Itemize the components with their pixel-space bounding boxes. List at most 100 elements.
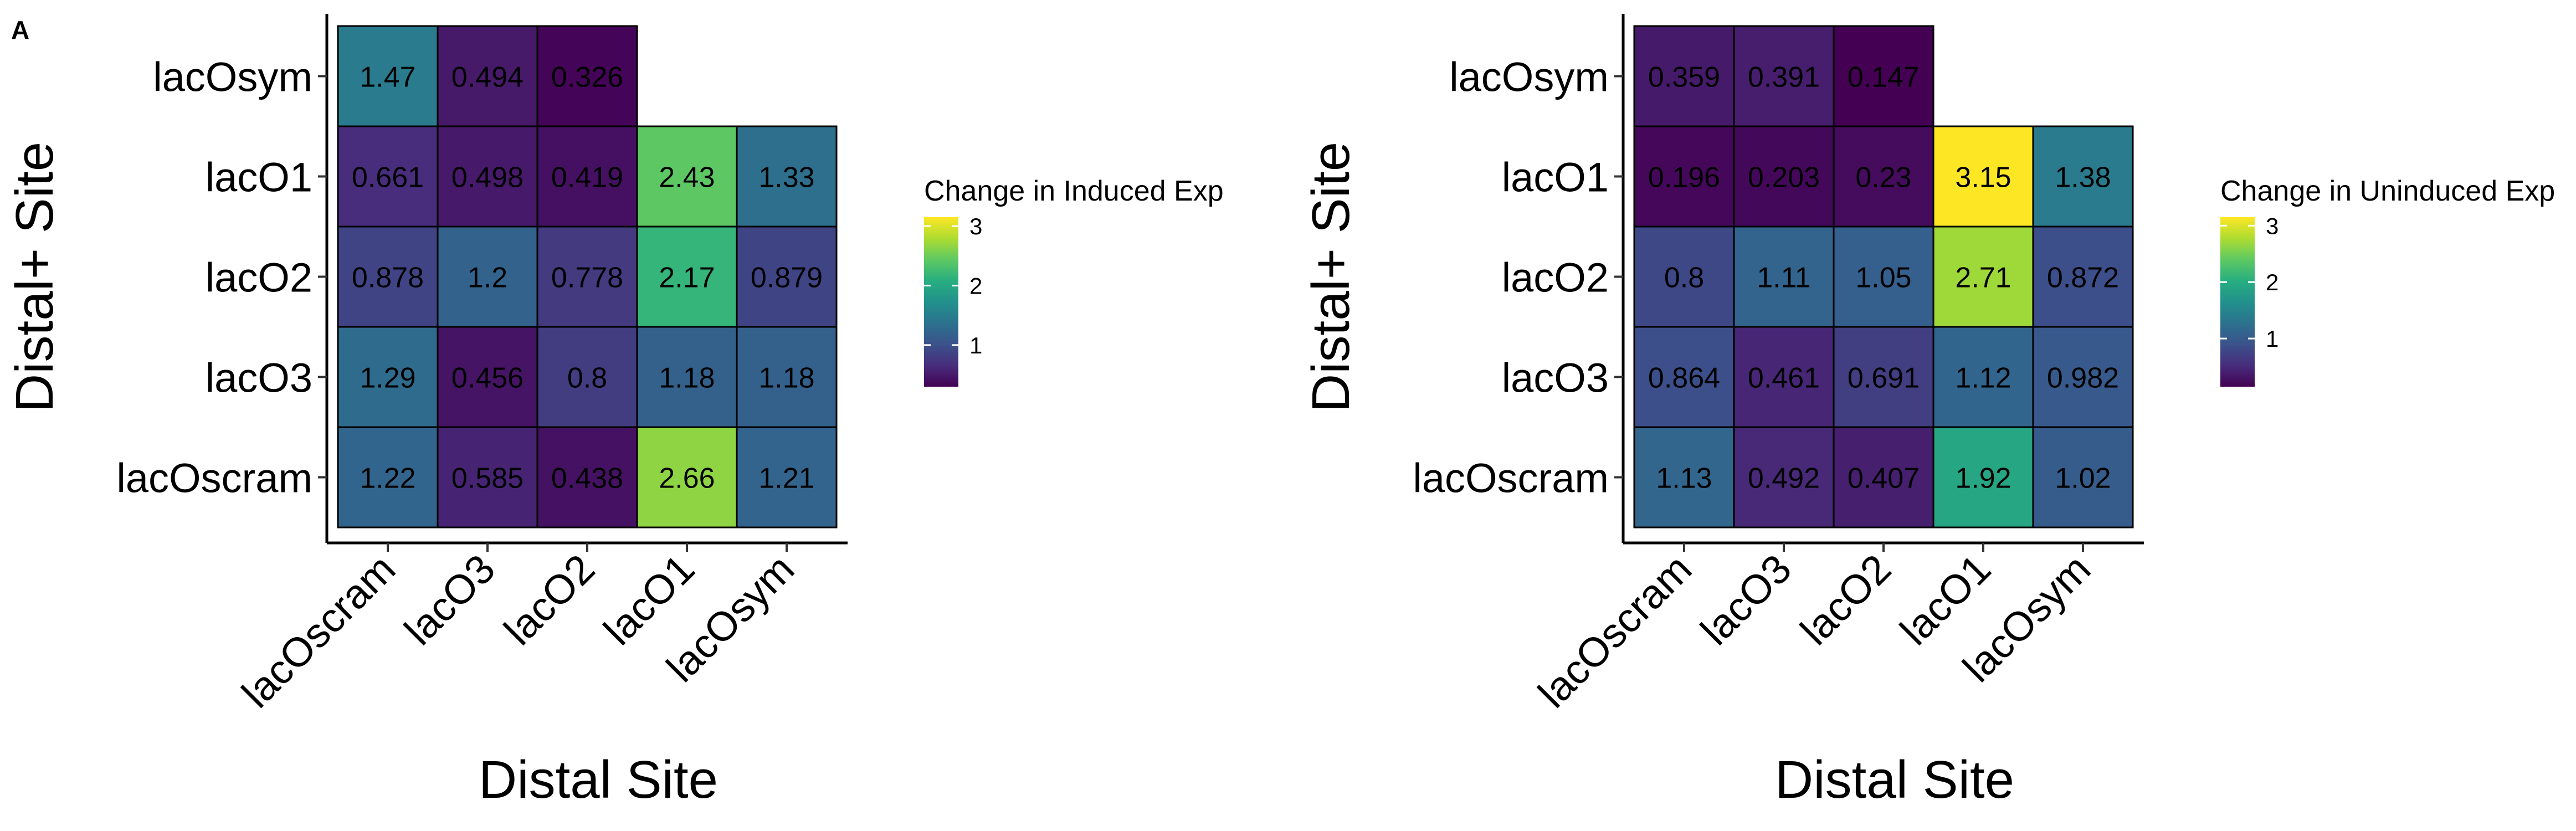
x-tick-label: lacO2 xyxy=(495,546,603,654)
cell-value-label: 0.661 xyxy=(352,162,424,194)
cell-value-label: 0.8 xyxy=(567,362,607,394)
colorbar-tick-label: 2 xyxy=(2266,269,2279,295)
cell-value-label: 1.13 xyxy=(1656,463,1712,495)
cell-value-label: 0.879 xyxy=(751,262,823,294)
cell-value-label: 0.196 xyxy=(1648,162,1720,194)
colorbar-tick-label: 1 xyxy=(969,332,982,358)
cell-value-label: 1.22 xyxy=(360,463,415,495)
cell-value-label: 1.2 xyxy=(468,262,507,294)
heatmap-cell xyxy=(736,426,838,529)
cell-value-label: 1.18 xyxy=(659,362,715,394)
colorbar xyxy=(2220,217,2255,387)
legend-title: Change in Uninduced Exp xyxy=(2220,175,2555,207)
heatmap-cell xyxy=(1733,426,1835,529)
heatmap-cell xyxy=(736,125,838,228)
heatmap-cell xyxy=(1833,125,1934,228)
y-tick-label: lacO2 xyxy=(1502,255,1609,301)
heatmap-cell xyxy=(1833,426,1934,529)
heatmap-cell xyxy=(437,225,538,328)
heatmap-cell xyxy=(1633,25,1735,127)
cell-value-label: 0.864 xyxy=(1648,362,1720,394)
cell-value-label: 0.498 xyxy=(451,162,524,194)
heatmap-cell xyxy=(536,326,638,428)
heatmap-cell xyxy=(1833,326,1934,428)
cell-value-label: 2.66 xyxy=(659,463,715,495)
y-tick-label: lacOsym xyxy=(153,54,312,100)
heatmap-cell xyxy=(636,426,738,529)
heatmap-cell xyxy=(2032,225,2134,328)
cell-value-label: 0.438 xyxy=(551,463,623,495)
y-tick-label: lacO3 xyxy=(206,355,312,401)
x-tick-label: lacOscram xyxy=(1530,546,1701,717)
y-tick-label: lacOscram xyxy=(116,455,312,501)
cell-value-label: 1.05 xyxy=(1855,262,1911,294)
x-tick-label: lacO3 xyxy=(1692,546,1800,654)
cell-value-label: 0.878 xyxy=(352,262,424,294)
panel-label: A xyxy=(11,16,29,44)
y-tick-label: lacO1 xyxy=(1502,155,1609,201)
cell-value-label: 1.38 xyxy=(2055,162,2111,194)
cell-value-label: 0.419 xyxy=(551,162,623,194)
cell-value-label: 3.15 xyxy=(1955,162,2011,194)
heatmap-cell xyxy=(2032,326,2134,428)
cell-value-label: 2.71 xyxy=(1955,262,2011,294)
cell-value-label: 1.18 xyxy=(758,362,814,394)
cell-value-label: 0.359 xyxy=(1648,61,1720,94)
y-axis-title: Distal+ Site xyxy=(5,142,64,412)
y-tick-label: lacOsym xyxy=(1449,54,1609,100)
heatmap-cell xyxy=(736,326,838,428)
cell-value-label: 0.492 xyxy=(1748,463,1820,495)
cell-value-label: 0.147 xyxy=(1848,61,1920,94)
heatmap-cell xyxy=(437,426,538,529)
heatmap-panel-2: 0.359 0.391 0.147 0.196 0.203 0.23 3.15 1.38 0.8… xyxy=(1301,14,2555,809)
colorbar-tick-label: 3 xyxy=(2266,213,2279,239)
heatmap-cell xyxy=(437,25,538,127)
cell-value-label: 0.23 xyxy=(1855,162,1911,194)
cell-value-label: 2.43 xyxy=(659,162,715,194)
color-legend: Change in Uninduced Exp 1 2 3 xyxy=(2220,175,2555,387)
colorbar xyxy=(924,217,958,387)
cell-value-label: 0.691 xyxy=(1848,362,1920,394)
heatmap-cell xyxy=(1932,125,2034,228)
heatmap-cell xyxy=(536,125,638,228)
cell-value-label: 0.326 xyxy=(551,61,623,94)
y-tick-label: lacOscram xyxy=(1413,455,1609,501)
cell-value-label: 0.778 xyxy=(551,262,623,294)
cell-value-label: 1.21 xyxy=(758,463,814,495)
colorbar-tick-label: 3 xyxy=(969,213,982,239)
cell-value-label: 1.47 xyxy=(360,61,415,94)
cell-value-label: 0.461 xyxy=(1748,362,1820,394)
heatmap-cell xyxy=(1833,25,1934,127)
y-axis-title: Distal+ Site xyxy=(1301,142,1361,412)
cell-value-label: 0.872 xyxy=(2047,262,2119,294)
heatmap-cell xyxy=(337,426,439,529)
cell-value-label: 0.456 xyxy=(451,362,524,394)
cell-value-label: 2.17 xyxy=(659,262,715,294)
heatmap-cell xyxy=(536,426,638,529)
cell-value-label: 0.203 xyxy=(1748,162,1820,194)
cell-value-label: 1.33 xyxy=(758,162,814,194)
x-axis-title: Distal Site xyxy=(1775,750,2014,809)
heatmap-cell xyxy=(337,25,439,127)
x-tick-label: lacO2 xyxy=(1792,546,1900,654)
x-tick-label: lacO3 xyxy=(396,546,504,654)
cell-value-label: 0.494 xyxy=(451,61,524,94)
heatmap-cell xyxy=(1833,225,1934,328)
heatmap-cell xyxy=(636,225,738,328)
y-tick-label: lacO3 xyxy=(1502,355,1609,401)
heatmap-panels: 1.47 0.494 0.326 0.661 0.498 0.419 2.43 1.33 0.8… xyxy=(5,14,2555,809)
cell-value-label: 0.585 xyxy=(451,463,524,495)
heatmap-cell xyxy=(2032,426,2134,529)
cell-value-label: 0.8 xyxy=(1664,262,1704,294)
cell-value-label: 1.11 xyxy=(1757,262,1810,294)
color-legend: Change in Induced Exp 1 2 3 xyxy=(924,175,1224,387)
heatmap-panel-1: 1.47 0.494 0.326 0.661 0.498 0.419 2.43 1.33 0.8… xyxy=(5,14,1224,809)
cell-value-label: 1.12 xyxy=(1955,362,2011,394)
cell-value-label: 0.982 xyxy=(2047,362,2119,394)
cell-value-label: 1.92 xyxy=(1955,463,2011,495)
cell-value-label: 1.29 xyxy=(360,362,415,394)
cell-value-label: 0.391 xyxy=(1748,61,1820,94)
cell-value-label: 0.407 xyxy=(1848,463,1920,495)
colorbar-tick-label: 1 xyxy=(2266,326,2279,352)
